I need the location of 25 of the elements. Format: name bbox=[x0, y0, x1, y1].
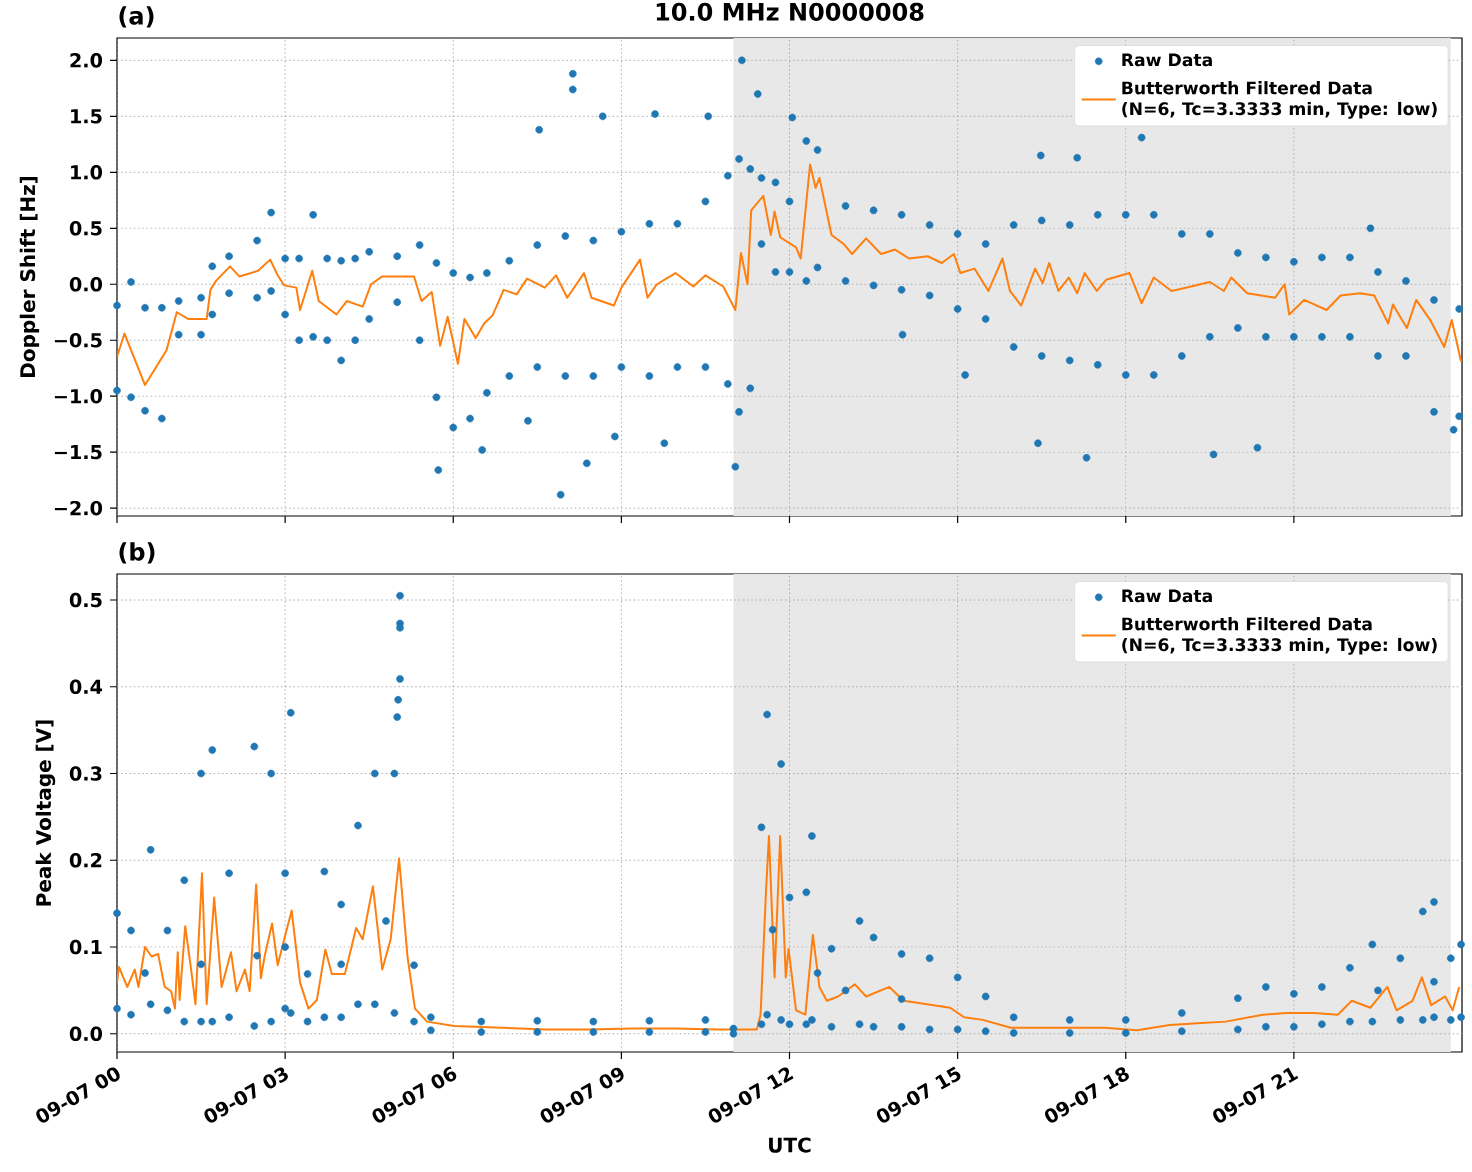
y-tick-label: 0.3 bbox=[69, 766, 102, 781]
y-tick-label: 0.5 bbox=[69, 592, 102, 608]
text: (a) bbox=[119, 6, 154, 28]
y-tick-label: 1.0 bbox=[71, 165, 103, 180]
y-tick-label: −1.0 bbox=[54, 388, 103, 404]
x-axis-title: UTC bbox=[769, 1137, 811, 1153]
y-tick-label: 0.1 bbox=[69, 939, 102, 955]
legend-label: Butterworth Filtered Data (N=6, Tc=3.3333 min, Type: low) bbox=[1122, 81, 1437, 119]
y-tick-label: 1.5 bbox=[71, 109, 102, 124]
y-axis-title: Doppler Shift [Hz] bbox=[19, 176, 40, 377]
y-tick-label: 0.2 bbox=[69, 853, 102, 868]
chart-title: 10.0 MHz N0000008 bbox=[656, 2, 924, 21]
legend-label: Raw Data bbox=[1122, 589, 1212, 603]
y-tick-label: 0.5 bbox=[69, 221, 102, 236]
y-tick-label: −1.5 bbox=[54, 445, 102, 460]
y-tick-label: 2.0 bbox=[70, 53, 103, 68]
text: (b) bbox=[119, 542, 155, 564]
y-tick-label: 0.4 bbox=[69, 679, 103, 695]
legend-label: Butterworth Filtered Data (N=6, Tc=3.3333 min, Type: low) bbox=[1122, 617, 1437, 655]
legend-label: Raw Data bbox=[1122, 53, 1212, 67]
y-tick-label: −2.0 bbox=[54, 500, 103, 516]
y-tick-label: 0.0 bbox=[69, 277, 103, 292]
y-tick-label: −0.5 bbox=[54, 332, 102, 348]
y-tick-label: 0.0 bbox=[69, 1026, 103, 1042]
y-axis-title: Peak Voltage [V] bbox=[35, 720, 56, 906]
